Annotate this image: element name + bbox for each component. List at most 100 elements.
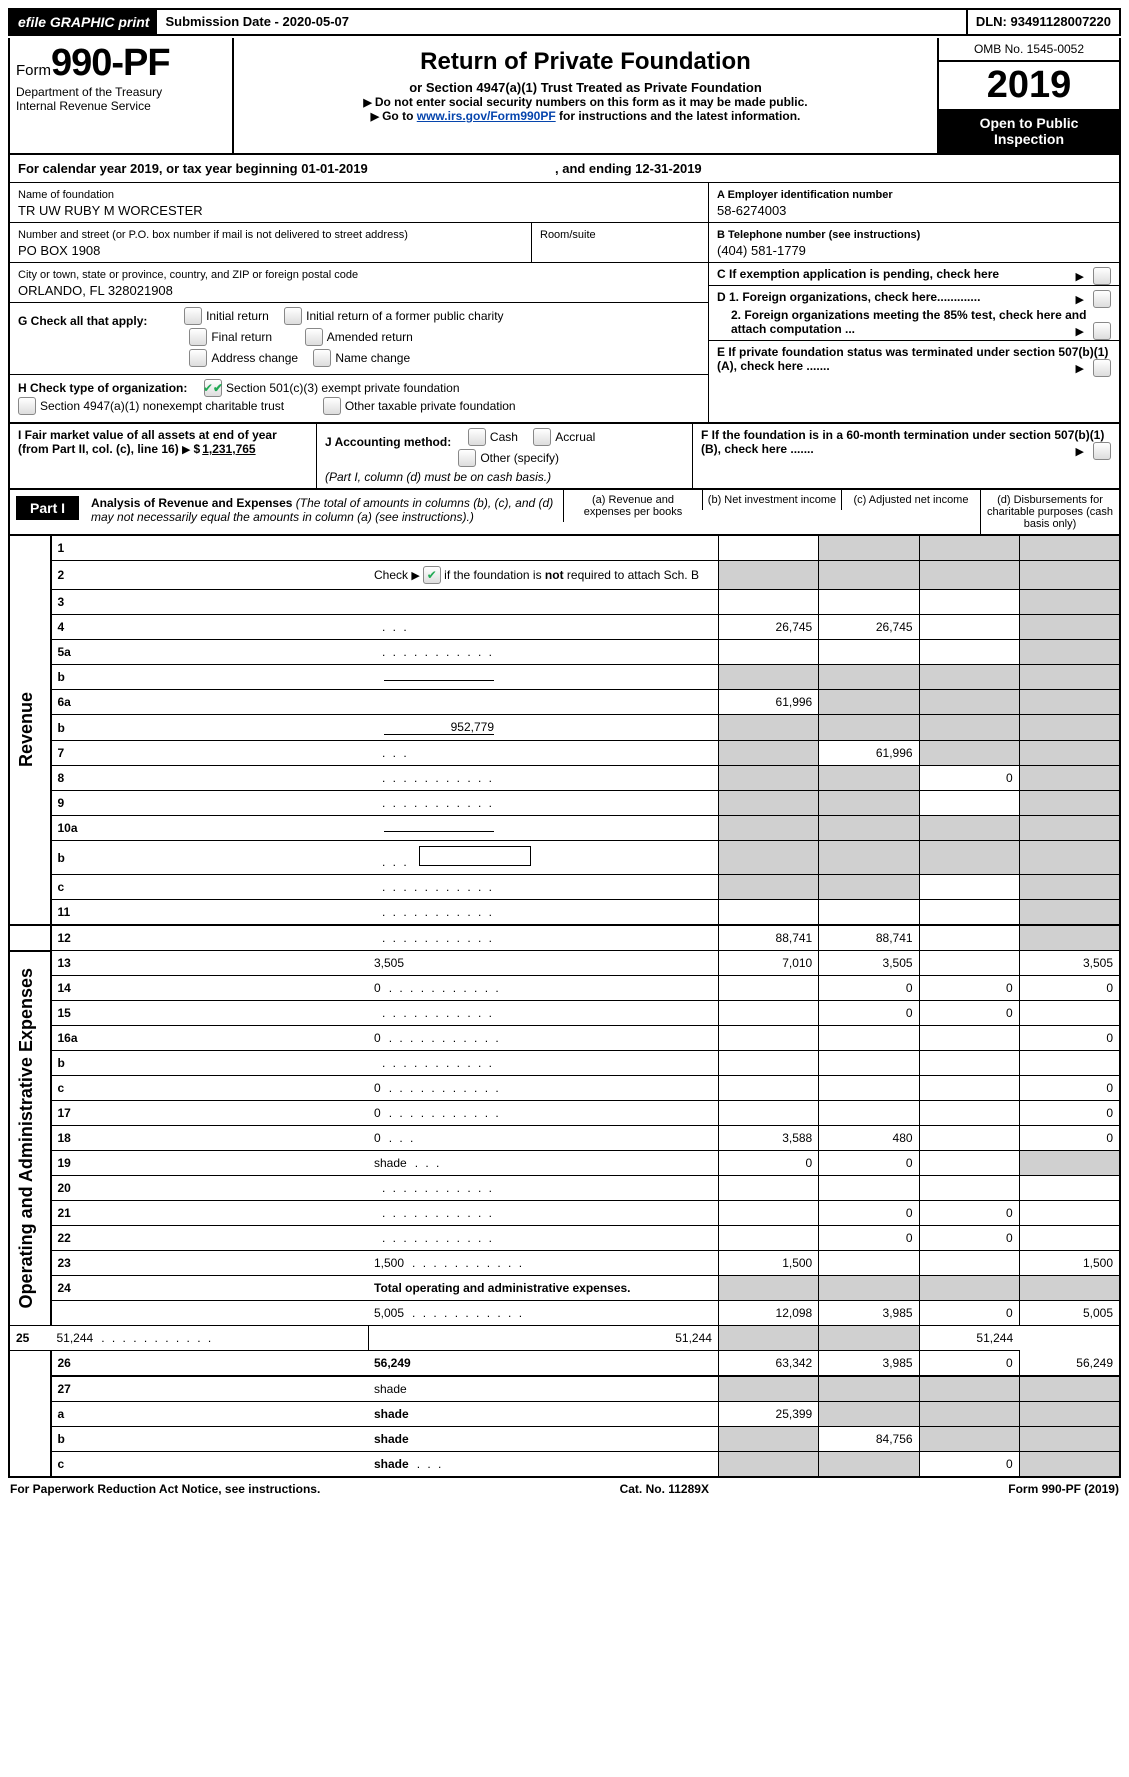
table-row: 426,74526,745	[9, 615, 1120, 640]
check-name-change[interactable]: Name change	[313, 349, 410, 367]
check-c[interactable]	[1093, 267, 1111, 285]
address-row: Number and street (or P.O. box number if…	[10, 223, 708, 263]
table-row: 1700	[9, 1101, 1120, 1126]
table-row: b952,779	[9, 715, 1120, 741]
table-row: 3	[9, 590, 1120, 615]
check-d1[interactable]	[1093, 290, 1111, 308]
check-4947a1[interactable]: Section 4947(a)(1) nonexempt charitable …	[18, 397, 284, 415]
col-c-header: (c) Adjusted net income	[841, 490, 980, 510]
footer-center: Cat. No. 11289X	[620, 1482, 709, 1496]
room-suite-label: Room/suite	[540, 229, 596, 241]
check-sch-b[interactable]: ✔	[423, 566, 441, 584]
header-left: Form990-PF Department of the Treasury In…	[10, 38, 234, 153]
table-row: bshade84,756	[9, 1427, 1120, 1452]
table-row: b	[9, 841, 1120, 875]
line10b-input[interactable]	[419, 846, 531, 866]
check-d2[interactable]	[1093, 322, 1111, 340]
table-row: 9	[9, 791, 1120, 816]
calendar-year-line: For calendar year 2019, or tax year begi…	[8, 155, 1121, 183]
check-initial-return[interactable]: Initial return	[184, 307, 269, 325]
header-center: Return of Private Foundation or Section …	[234, 38, 937, 153]
city-cell: City or town, state or province, country…	[10, 263, 708, 303]
table-row: c00	[9, 1076, 1120, 1101]
section-d: D 1. Foreign organizations, check here..…	[709, 286, 1119, 341]
check-address-change[interactable]: Address change	[189, 349, 298, 367]
col-b-header: (b) Net investment income	[702, 490, 841, 510]
section-e: E If private foundation status was termi…	[709, 341, 1119, 377]
top-bar: efile GRAPHIC print Submission Date - 20…	[8, 8, 1121, 36]
table-row: 6a61,996	[9, 690, 1120, 715]
omb-number: OMB No. 1545-0052	[939, 38, 1119, 62]
instructions-link[interactable]: www.irs.gov/Form990PF	[417, 109, 556, 123]
form-title: Return of Private Foundation	[240, 48, 931, 76]
check-e[interactable]	[1093, 359, 1111, 377]
line10a-input[interactable]	[384, 831, 494, 832]
table-row: Revenue 1	[9, 536, 1120, 561]
section-j: J Accounting method: Cash Accrual Other …	[317, 424, 693, 488]
header-right: OMB No. 1545-0052 2019 Open to Public In…	[937, 38, 1119, 153]
line5b-input[interactable]	[384, 680, 494, 681]
irs-label: Internal Revenue Service	[16, 99, 226, 113]
section-ijf: I Fair market value of all assets at end…	[8, 424, 1121, 490]
form-note2: Go to www.irs.gov/Form990PF for instruct…	[240, 109, 931, 123]
phone-value: (404) 581-1779	[717, 243, 1111, 258]
check-initial-former[interactable]: Initial return of a former public charit…	[284, 307, 503, 325]
form-subtitle: or Section 4947(a)(1) Trust Treated as P…	[240, 80, 931, 95]
part1-desc: Analysis of Revenue and Expenses (The to…	[87, 490, 563, 530]
table-row: 2100	[9, 1201, 1120, 1226]
section-c: C If exemption application is pending, c…	[709, 263, 1119, 286]
table-row: 2551,24451,24451,244	[9, 1326, 1120, 1351]
foundation-name: TR UW RUBY M WORCESTER	[18, 203, 700, 218]
revenue-section-label: Revenue	[16, 692, 37, 767]
table-row: 16a00	[9, 1026, 1120, 1051]
dept-label: Department of the Treasury	[16, 85, 226, 99]
section-i: I Fair market value of all assets at end…	[10, 424, 317, 488]
form-header: Form990-PF Department of the Treasury In…	[8, 38, 1121, 155]
ein-value: 58-6274003	[717, 203, 1111, 218]
section-f: F If the foundation is in a 60-month ter…	[693, 424, 1119, 488]
entity-left: Name of foundation TR UW RUBY M WORCESTE…	[10, 183, 709, 422]
table-row: c	[9, 875, 1120, 900]
ein-cell: A Employer identification number 58-6274…	[709, 183, 1119, 223]
check-amended-return[interactable]: Amended return	[305, 328, 413, 346]
dln: DLN: 93491128007220	[968, 10, 1119, 34]
table-row: 1500	[9, 1001, 1120, 1026]
table-row: ashade25,399	[9, 1402, 1120, 1427]
check-other-method[interactable]: Other (specify)	[458, 449, 559, 467]
table-row: b	[9, 1051, 1120, 1076]
footer-right: Form 990-PF (2019)	[1008, 1482, 1119, 1496]
table-row: 19shade00	[9, 1151, 1120, 1176]
col-d-header: (d) Disbursements for charitable purpose…	[980, 490, 1119, 534]
check-final-return[interactable]: Final return	[189, 328, 272, 346]
section-g: G Check all that apply: Initial return I…	[10, 303, 708, 375]
form-note1: Do not enter social security numbers on …	[240, 95, 931, 109]
phone-cell: B Telephone number (see instructions) (4…	[709, 223, 1119, 263]
table-row: 5a	[9, 640, 1120, 665]
fmv-amount: 1,231,765	[202, 442, 255, 456]
page-footer: For Paperwork Reduction Act Notice, see …	[8, 1478, 1121, 1500]
check-501c3[interactable]: ✔Section 501(c)(3) exempt private founda…	[204, 379, 459, 397]
check-other-taxable[interactable]: Other taxable private foundation	[323, 397, 516, 415]
table-row: 20	[9, 1176, 1120, 1201]
street-address: PO BOX 1908	[18, 243, 523, 258]
check-f[interactable]	[1093, 442, 1111, 460]
efile-badge: efile GRAPHIC print	[10, 10, 157, 34]
check-accrual[interactable]: Accrual	[533, 428, 595, 446]
table-row: 2656,24963,3423,985056,249	[9, 1351, 1120, 1377]
check-cash[interactable]: Cash	[468, 428, 518, 446]
table-row: 11	[9, 900, 1120, 926]
table-row: 140000	[9, 976, 1120, 1001]
table-row: 27shade	[9, 1376, 1120, 1402]
tax-year: 2019	[939, 62, 1119, 109]
table-row: 2 Check ✔ if the foundation is not requi…	[9, 561, 1120, 590]
footer-left: For Paperwork Reduction Act Notice, see …	[10, 1482, 320, 1496]
table-row: 5,00512,0983,98505,005	[9, 1301, 1120, 1326]
city-state-zip: ORLANDO, FL 328021908	[18, 283, 700, 298]
section-h: H Check type of organization: ✔Section 5…	[10, 375, 708, 422]
entity-info: Name of foundation TR UW RUBY M WORCESTE…	[8, 183, 1121, 424]
table-row: 24Total operating and administrative exp…	[9, 1276, 1120, 1301]
table-row: cshade0	[9, 1452, 1120, 1478]
table-row: 761,996	[9, 741, 1120, 766]
foundation-name-cell: Name of foundation TR UW RUBY M WORCESTE…	[10, 183, 708, 223]
entity-right: A Employer identification number 58-6274…	[709, 183, 1119, 422]
